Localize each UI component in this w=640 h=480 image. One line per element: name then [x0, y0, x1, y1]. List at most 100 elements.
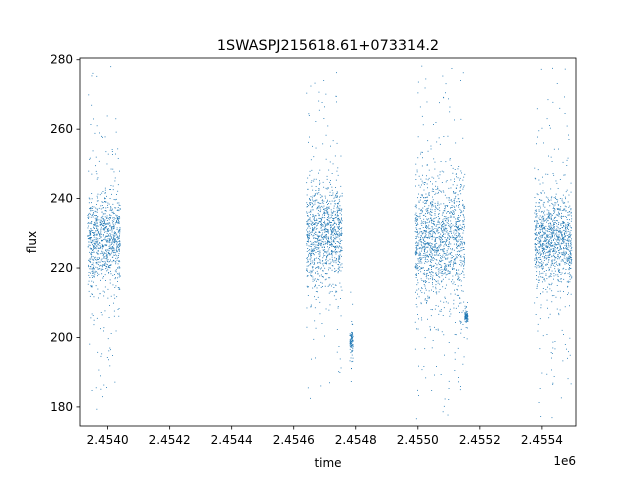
- data-point: [330, 237, 332, 239]
- data-point: [105, 251, 107, 253]
- data-point: [421, 280, 423, 281]
- data-point: [451, 232, 452, 234]
- data-point: [322, 286, 323, 287]
- data-point: [459, 320, 461, 322]
- data-point: [536, 249, 538, 251]
- data-point: [431, 289, 432, 291]
- data-point: [447, 248, 449, 250]
- data-point: [459, 250, 461, 252]
- data-point: [449, 308, 451, 310]
- data-point: [426, 246, 428, 248]
- data-point: [445, 83, 447, 85]
- data-point: [117, 287, 119, 288]
- data-point: [331, 250, 333, 252]
- data-point: [306, 241, 308, 242]
- data-point: [542, 227, 543, 229]
- data-point: [311, 253, 312, 255]
- data-point: [99, 235, 101, 237]
- data-point: [551, 245, 552, 247]
- data-point: [540, 211, 542, 213]
- data-point: [328, 232, 329, 234]
- data-point: [95, 262, 97, 263]
- data-point: [562, 161, 564, 163]
- data-point: [330, 254, 332, 255]
- data-point: [557, 238, 559, 240]
- data-point: [459, 259, 461, 261]
- data-point: [339, 233, 341, 235]
- data-point: [329, 263, 331, 265]
- data-point: [331, 258, 333, 260]
- data-point: [116, 248, 118, 250]
- data-point: [555, 180, 557, 182]
- data-point: [323, 243, 325, 245]
- data-point: [415, 273, 417, 275]
- data-point: [435, 225, 437, 227]
- data-point: [313, 237, 315, 239]
- data-point: [535, 232, 537, 234]
- data-point: [112, 251, 114, 253]
- data-point: [424, 251, 425, 252]
- data-point: [328, 238, 329, 240]
- data-point: [310, 254, 312, 256]
- data-point: [460, 328, 462, 330]
- data-point: [440, 244, 442, 246]
- data-point: [330, 239, 332, 241]
- data-point: [541, 245, 543, 247]
- data-point: [99, 194, 101, 196]
- data-point: [327, 213, 329, 215]
- data-point: [569, 278, 571, 280]
- data-point: [420, 178, 422, 180]
- data-point: [95, 238, 97, 240]
- data-point: [455, 223, 457, 225]
- data-point: [454, 209, 456, 210]
- data-point: [96, 217, 97, 219]
- data-point: [118, 221, 120, 223]
- data-point: [437, 251, 439, 253]
- data-point: [548, 213, 550, 215]
- data-point: [110, 185, 112, 186]
- data-point: [428, 268, 429, 269]
- data-point: [543, 212, 544, 214]
- data-point: [106, 195, 107, 197]
- data-point: [316, 207, 318, 209]
- data-point: [440, 259, 442, 261]
- data-point: [336, 241, 338, 242]
- data-point: [415, 252, 417, 253]
- y-axis-label: flux: [25, 231, 39, 253]
- data-point: [323, 249, 325, 251]
- data-point: [426, 209, 428, 211]
- data-point: [306, 221, 308, 223]
- data-point: [308, 205, 310, 206]
- data-point: [456, 201, 458, 203]
- data-point: [448, 380, 450, 382]
- data-point: [561, 243, 563, 244]
- data-point: [550, 188, 552, 190]
- data-point: [459, 179, 460, 181]
- data-point: [91, 237, 92, 238]
- data-point: [567, 238, 568, 240]
- data-point: [459, 254, 460, 255]
- data-point: [568, 269, 570, 271]
- data-point: [548, 226, 550, 228]
- data-point: [350, 342, 351, 344]
- data-point: [467, 319, 469, 321]
- data-point: [108, 219, 110, 221]
- data-point: [570, 248, 572, 249]
- data-point: [558, 250, 560, 251]
- data-point: [341, 247, 343, 249]
- data-point: [541, 263, 543, 265]
- data-point: [114, 297, 116, 299]
- data-point: [99, 238, 101, 239]
- data-point: [564, 216, 566, 217]
- data-point: [445, 268, 447, 270]
- data-point: [555, 251, 557, 253]
- data-point: [335, 246, 337, 248]
- data-point: [337, 259, 339, 261]
- data-point: [101, 246, 103, 248]
- data-point: [543, 227, 545, 229]
- data-point: [538, 232, 540, 234]
- data-point: [432, 265, 434, 267]
- data-point: [341, 192, 343, 194]
- data-point: [318, 247, 320, 249]
- data-point: [536, 143, 537, 145]
